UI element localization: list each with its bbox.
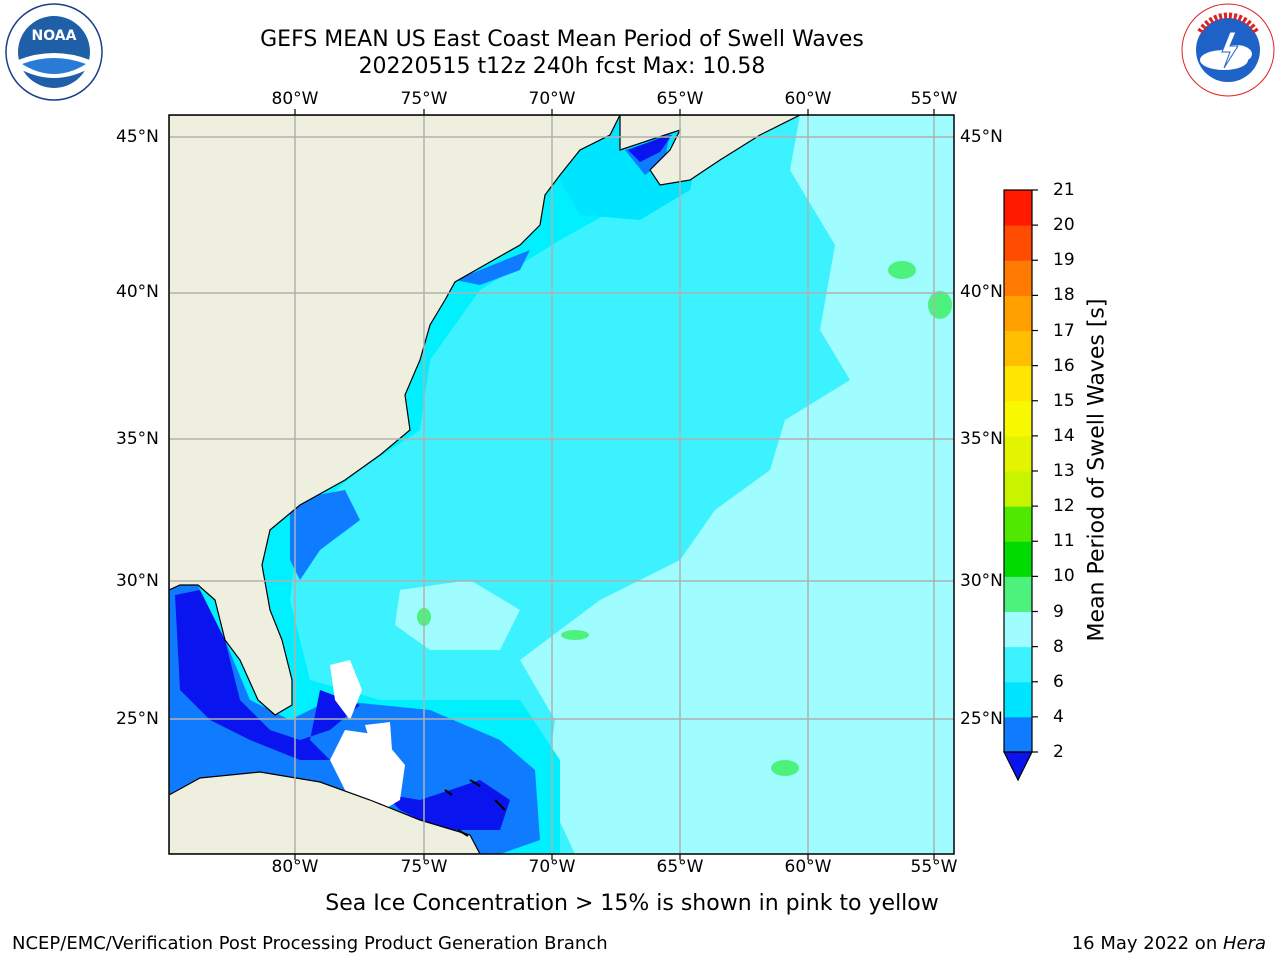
map-title: GEFS MEAN US East Coast Mean Period of S…	[260, 27, 864, 52]
colorbar-bin	[1004, 611, 1032, 648]
lat-label-left: 25°N	[116, 709, 159, 729]
colorbar-bin	[1004, 541, 1032, 577]
swell-zone-2-4s-newengland	[455, 250, 530, 285]
colorbar-bin	[1004, 646, 1032, 683]
land-maritimes	[619, 115, 801, 186]
land-north-america	[169, 115, 621, 716]
colorbar-bin	[1004, 506, 1032, 542]
lon-label-bottom: 80°W	[271, 857, 319, 877]
lat-label-right: 30°N	[960, 571, 1003, 591]
lat-label-left: 45°N	[116, 127, 159, 147]
colorbar-tick-label: 20	[1053, 215, 1075, 236]
lon-label-bottom: 65°W	[656, 857, 704, 877]
colorbar-bin	[1004, 260, 1032, 296]
map-frame	[168, 114, 955, 855]
colorbar-tick-label: 17	[1053, 320, 1075, 341]
footer-date: 16 May 2022 on Hera	[1072, 933, 1266, 954]
colorbar-tick-label: 2	[1053, 742, 1064, 762]
colorbar-tick-label: 14	[1053, 425, 1075, 446]
colorbar-tick-label: 6	[1053, 671, 1064, 692]
islands-bahamas	[444, 779, 506, 837]
lon-label-bottom: 75°W	[400, 857, 448, 877]
swell-patch-9-10s-e	[771, 760, 799, 776]
colorbar-tick-label: 10	[1053, 566, 1075, 587]
colorbar-bin	[1004, 716, 1032, 753]
colorbar-tick-label: 11	[1053, 531, 1075, 552]
graticule	[169, 115, 954, 854]
lat-label-right: 35°N	[960, 429, 1003, 449]
colorbar-tick-label: 18	[1053, 285, 1075, 306]
footer-host: Hera	[1222, 933, 1266, 954]
colorbar-title: Mean Period of Swell Waves [s]	[1084, 298, 1110, 642]
swell-zone-2-4s-florida	[290, 490, 360, 580]
noaa-logo-text: NOAA	[32, 28, 77, 44]
map-tick-marks	[294, 109, 935, 860]
map-plot-area	[169, 115, 954, 854]
colorbar-under-triangle	[1003, 751, 1033, 782]
colorbar-bin	[1004, 435, 1032, 472]
swell-zone-8-9s	[520, 115, 954, 854]
swell-zone-8-9s-west	[395, 580, 520, 650]
lon-label-top: 80°W	[271, 89, 319, 109]
colorbar-bin	[1004, 365, 1032, 402]
swell-patch-9-10s-a	[888, 261, 916, 279]
colorbar-tick-label: 19	[1053, 250, 1075, 271]
colorbar-bin	[1004, 190, 1032, 226]
lat-label-right: 45°N	[960, 127, 1003, 147]
nws-logo-icon	[1181, 3, 1275, 97]
colorbar-tick-label: 8	[1053, 636, 1064, 657]
lon-label-bottom: 60°W	[784, 857, 832, 877]
colorbar	[1003, 189, 1038, 782]
map-subtitle: 20220515 t12z 240h fcst Max: 10.58	[358, 54, 766, 79]
colorbar-bin	[1004, 295, 1032, 331]
lon-label-top: 70°W	[528, 89, 576, 109]
footer-credit: NCEP/EMC/Verification Post Processing Pr…	[12, 933, 608, 954]
colorbar-bin	[1004, 400, 1032, 437]
masked-area-bahamas	[330, 660, 405, 815]
colorbar-tick-label: 16	[1053, 355, 1075, 376]
swell-zone-under-2s-bay	[628, 135, 672, 162]
lon-label-top: 60°W	[784, 89, 832, 109]
land-cuba	[169, 771, 481, 854]
colorbar-tick-label: 21	[1053, 180, 1075, 200]
colorbar-tick-label: 4	[1053, 706, 1064, 727]
lat-label-left: 35°N	[116, 429, 159, 449]
lon-label-bottom: 70°W	[528, 857, 576, 877]
lat-label-left: 40°N	[116, 282, 159, 302]
colorbar-bin	[1004, 225, 1032, 261]
lon-label-top: 55°W	[910, 89, 958, 109]
colorbar-bin	[1004, 576, 1032, 612]
lat-label-right: 40°N	[960, 282, 1003, 302]
colorbar-bin	[1004, 681, 1032, 718]
colorbar-bin	[1004, 330, 1032, 367]
colorbar-tick-label: 9	[1053, 601, 1064, 622]
lon-label-top: 75°W	[400, 89, 448, 109]
lat-label-right: 25°N	[960, 709, 1003, 729]
footer-date-text: 16 May 2022 on	[1071, 933, 1223, 954]
colorbar-tick-label: 15	[1053, 390, 1075, 411]
lat-label-left: 30°N	[116, 571, 159, 591]
noaa-logo-icon: NOAA	[5, 3, 103, 101]
colorbar-bin	[1004, 471, 1032, 507]
lon-label-bottom: 55°W	[910, 857, 958, 877]
lon-label-top: 65°W	[656, 89, 704, 109]
colorbar-tick-label: 12	[1053, 496, 1075, 517]
swell-patch-9-10s-b	[928, 291, 952, 319]
colorbar-tick-label: 13	[1053, 461, 1075, 481]
sea-ice-note: Sea Ice Concentration > 15% is shown in …	[325, 891, 939, 916]
swell-patch-9-10s-d	[561, 630, 589, 640]
